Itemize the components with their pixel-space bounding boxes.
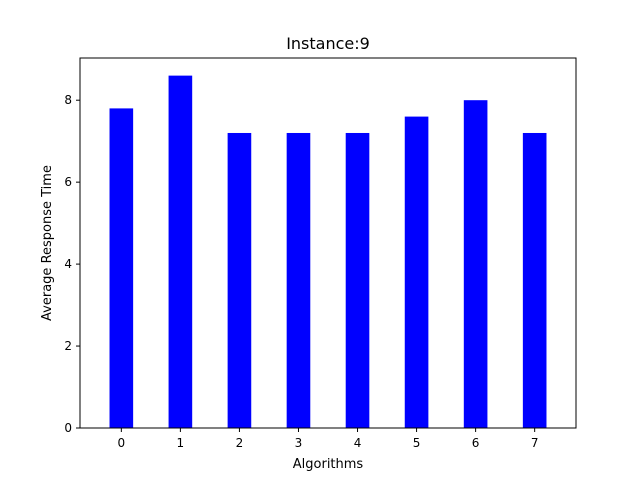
x-axis-ticks: 0 1 2 3 4 5 6 7	[118, 428, 539, 450]
y-tick-label: 8	[64, 93, 72, 107]
y-axis-ticks: 0 2 4 6 8	[64, 93, 80, 435]
bar-0	[109, 108, 134, 429]
y-tick-label: 0	[64, 421, 72, 435]
plot-frame	[79, 57, 577, 429]
bar-4	[345, 132, 370, 429]
x-tick-label: 2	[236, 436, 244, 450]
y-tick-label: 2	[64, 339, 72, 353]
bars-group	[109, 75, 547, 429]
x-tick-label: 6	[472, 436, 480, 450]
x-tick-label: 5	[413, 436, 421, 450]
x-tick-label: 7	[531, 436, 539, 450]
x-tick-label: 3	[295, 436, 303, 450]
bar-5	[404, 116, 429, 428]
bar-3	[286, 132, 311, 429]
bar-6	[463, 100, 488, 428]
x-tick-label: 4	[354, 436, 362, 450]
y-axis-label: Average Response Time	[40, 165, 55, 321]
bar-7	[522, 132, 547, 429]
x-tick-label: 1	[177, 436, 185, 450]
y-tick-label: 6	[64, 175, 72, 189]
y-tick-label: 4	[64, 257, 72, 271]
bar-1	[168, 75, 193, 429]
bar-2	[227, 132, 252, 429]
x-tick-label: 0	[118, 436, 126, 450]
chart-title: Instance:9	[286, 34, 370, 53]
x-axis-label: Algorithms	[293, 457, 364, 472]
